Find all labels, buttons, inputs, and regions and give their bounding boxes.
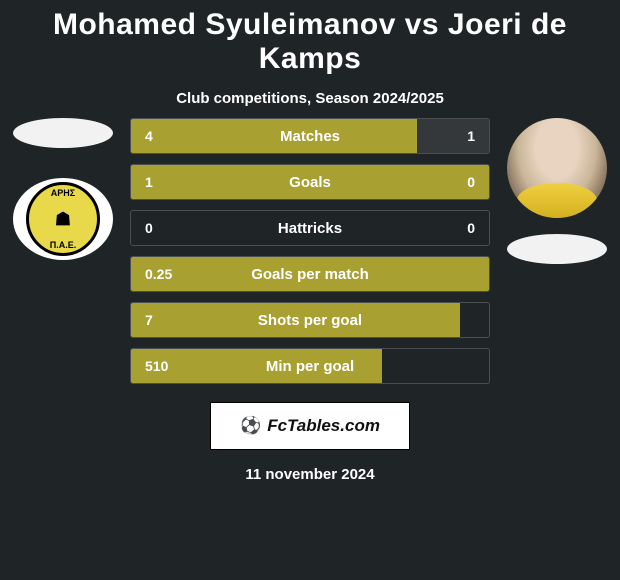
bar-left	[131, 349, 382, 383]
stat-row: 0.25Goals per match	[130, 256, 490, 292]
right-player-photo	[507, 118, 607, 218]
brand-badge[interactable]: ⚽ FcTables.com	[210, 402, 410, 450]
bar-left	[131, 303, 460, 337]
stats-container: 4Matches1 1Goals0 0Hattricks0 0.25Goals per…	[130, 118, 490, 483]
left-club-badge-inner: ΑΡΗΣ ☗ Π.Α.Ε.	[26, 182, 100, 256]
stat-label: Hattricks	[131, 211, 489, 245]
bar-left	[131, 257, 489, 291]
right-flag-placeholder	[507, 234, 607, 264]
stat-row: 4Matches1	[130, 118, 490, 154]
stat-row: 510Min per goal	[130, 348, 490, 384]
left-flag-placeholder	[13, 118, 113, 148]
subtitle: Club competitions, Season 2024/2025	[0, 90, 620, 107]
bar-left	[131, 119, 417, 153]
date-label: 11 november 2024	[130, 466, 490, 483]
left-player-column: ΑΡΗΣ ☗ Π.Α.Ε.	[8, 118, 118, 260]
stat-value-left: 0	[145, 211, 153, 245]
left-club-badge: ΑΡΗΣ ☗ Π.Α.Ε.	[13, 178, 113, 260]
bar-right	[417, 119, 489, 153]
bar-left	[131, 165, 489, 199]
brand-text: FcTables.com	[267, 416, 380, 436]
soccer-ball-icon: ⚽	[240, 416, 261, 436]
stat-value-right: 0	[467, 211, 475, 245]
stat-row: 0Hattricks0	[130, 210, 490, 246]
right-player-column	[502, 118, 612, 264]
stat-row: 1Goals0	[130, 164, 490, 200]
page-title: Mohamed Syuleimanov vs Joeri de Kamps	[0, 0, 620, 76]
figure-icon: ☗	[55, 209, 71, 230]
club-top-text: ΑΡΗΣ	[51, 188, 75, 198]
club-bottom-text: Π.Α.Ε.	[50, 240, 77, 250]
stat-row: 7Shots per goal	[130, 302, 490, 338]
